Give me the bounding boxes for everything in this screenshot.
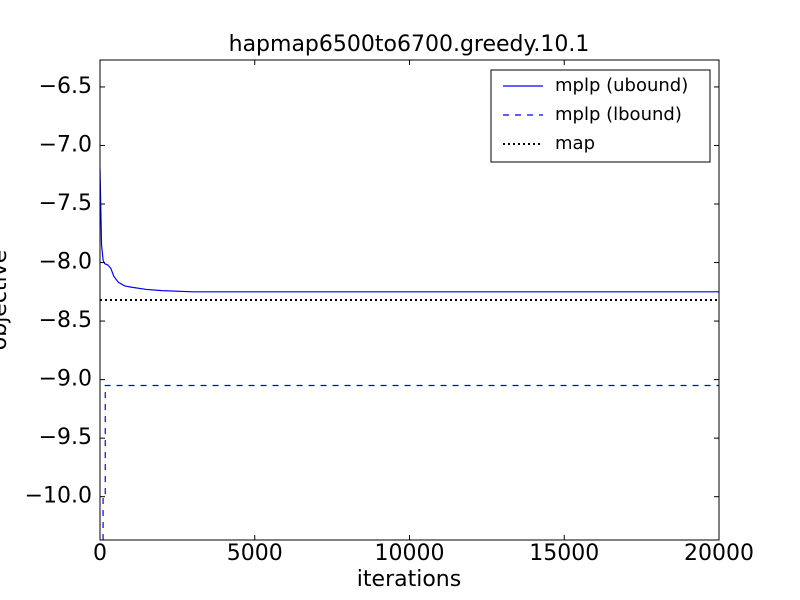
x-axis-label: iterations bbox=[357, 567, 461, 592]
series-line bbox=[102, 384, 719, 540]
x-tick-label: 20000 bbox=[684, 541, 754, 566]
y-tick-label: −9.0 bbox=[39, 367, 92, 392]
x-tick-label: 10000 bbox=[375, 541, 445, 566]
legend-label: mplp (lbound) bbox=[555, 104, 682, 125]
x-tick-label: 5000 bbox=[227, 541, 283, 566]
plot-frame bbox=[99, 59, 720, 541]
y-tick-label: −10.0 bbox=[25, 484, 92, 509]
y-tick-label: −8.0 bbox=[39, 250, 92, 275]
chart-title: hapmap6500to6700.greedy.10.1 bbox=[229, 32, 590, 57]
series-line bbox=[100, 168, 719, 293]
legend-box bbox=[490, 69, 711, 163]
plot-area bbox=[100, 168, 719, 540]
x-tick-label: 15000 bbox=[529, 541, 599, 566]
x-tick-label: 0 bbox=[93, 541, 107, 566]
y-axis-label: objective bbox=[0, 250, 12, 350]
y-tick-label: −8.5 bbox=[39, 308, 92, 333]
y-tick-label: −7.5 bbox=[39, 191, 92, 216]
legend-label: map bbox=[555, 133, 595, 154]
legend-label: mplp (ubound) bbox=[555, 75, 688, 96]
y-tick-label: −7.0 bbox=[39, 132, 92, 157]
y-tick-label: −9.5 bbox=[39, 425, 92, 450]
y-tick-label: −6.5 bbox=[39, 74, 92, 99]
